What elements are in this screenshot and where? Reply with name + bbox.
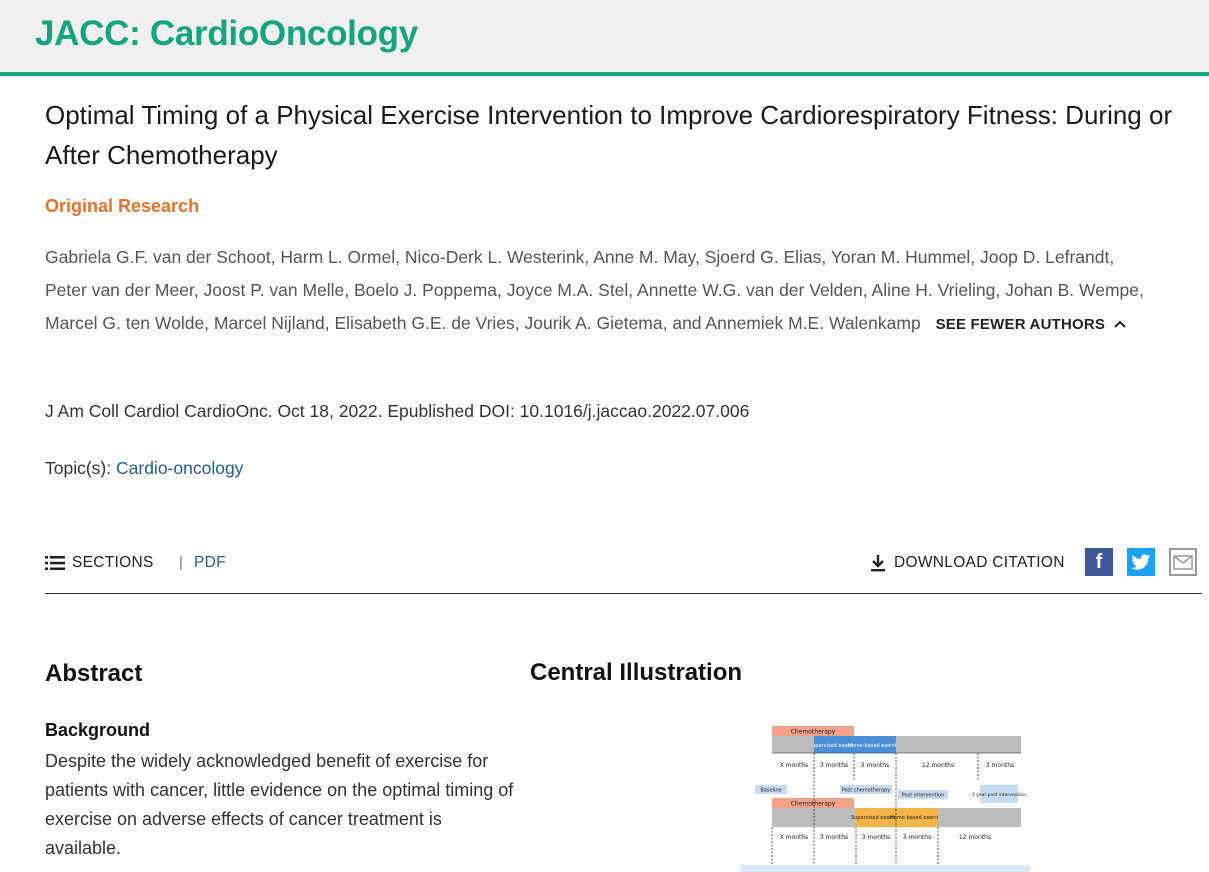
envelope-icon — [1173, 554, 1193, 570]
post-chemo-label: Post chemotherapy — [842, 788, 890, 794]
m3-1c: 3 months — [986, 762, 1014, 769]
m12-2: 12 months — [959, 834, 991, 841]
central-illustration-heading: Central Illustration — [530, 659, 743, 686]
facebook-icon: f — [1095, 550, 1103, 573]
m12-1: 12 months — [922, 762, 954, 769]
baseline-label: Baseline — [760, 788, 781, 794]
list-icon — [45, 556, 65, 570]
grey-seg-2b — [938, 808, 1021, 827]
author-list: Gabriela G.F. van der Schoot, Harm L. Or… — [45, 241, 1155, 341]
supervised-bar-1 — [814, 736, 854, 753]
abstract-heading: Abstract — [45, 660, 143, 687]
m3-1a: 3 months — [820, 762, 848, 769]
background-heading: Background — [45, 720, 151, 740]
post-intervention-label: Post intervention — [902, 793, 944, 799]
journal-title[interactable]: JACC: CardioOncology — [35, 14, 418, 53]
see-fewer-label: SEE FEWER AUTHORS — [935, 316, 1106, 333]
baseline-box — [755, 785, 787, 794]
central-illustration-figure[interactable]: Chemotherapy Supervised exercise Home-ba… — [690, 722, 1035, 872]
m3-2a: 3 months — [820, 834, 848, 841]
chevron-up-icon — [1114, 320, 1127, 328]
one-year-box — [980, 785, 1018, 803]
chart-strip — [740, 865, 1030, 872]
supervised-label-2: Supervised exercise — [851, 815, 901, 821]
facebook-share-button[interactable]: f — [1085, 548, 1113, 576]
see-fewer-authors-button[interactable]: SEE FEWER AUTHORS — [936, 316, 1128, 333]
m3-2b: 3 months — [862, 834, 890, 841]
post-chemo-box — [840, 785, 892, 794]
post-intervention-box — [898, 790, 948, 799]
toolbar-separator: | — [179, 554, 183, 571]
topics-line: Topic(s): Cardio-oncology — [45, 458, 243, 479]
home-bar-1 — [854, 736, 896, 753]
chemo-label-1: Chemotherapy — [791, 729, 836, 736]
m3-1b: 3 months — [861, 762, 889, 769]
xmonths-2: X months — [780, 834, 809, 841]
chemo-bar-1 — [772, 726, 854, 736]
twitter-icon — [1131, 553, 1151, 570]
journal-header: JACC: CardioOncology — [0, 0, 1209, 76]
download-icon — [871, 555, 885, 572]
authors-text: Gabriela G.F. van der Schoot, Harm L. Or… — [45, 247, 1144, 333]
article-toolbar: SECTIONS | PDF DOWNLOAD CITATION f — [45, 545, 1202, 594]
m3-2c: 3 months — [903, 834, 931, 841]
topic-link[interactable]: Cardio-oncology — [116, 458, 244, 478]
download-citation-button[interactable]: DOWNLOAD CITATION — [870, 554, 1065, 572]
one-year-label: 1 year post intervention — [972, 792, 1026, 798]
chemo-label-2: Chemotherapy — [791, 801, 836, 808]
article-category: Original Research — [45, 196, 200, 216]
chemo-bar-2 — [772, 798, 854, 808]
download-citation-label: DOWNLOAD CITATION — [894, 554, 1065, 571]
home-label-1: Home-based exercise — [848, 743, 902, 749]
article-title: Optimal Timing of a Physical Exercise In… — [45, 100, 1173, 170]
grey-seg-1a — [772, 736, 814, 753]
pdf-link[interactable]: PDF — [194, 554, 226, 571]
home-label-2: Home-based exercise — [890, 815, 944, 821]
supervised-label-1: Supervised exercise — [809, 743, 859, 749]
topics-label: Topic(s): — [45, 458, 112, 478]
sections-label: SECTIONS — [72, 554, 154, 571]
xmonths-1: X months — [780, 762, 809, 769]
background-text: Despite the widely acknowledged benefit … — [45, 751, 514, 858]
sections-button[interactable]: SECTIONS — [45, 554, 154, 572]
citation-line: J Am Coll Cardiol CardioOnc. Oct 18, 202… — [45, 401, 750, 421]
twitter-share-button[interactable] — [1127, 548, 1155, 576]
home-bar-2 — [896, 808, 938, 827]
supervised-bar-2 — [856, 808, 896, 827]
grey-seg-1b — [896, 736, 1021, 753]
email-share-button[interactable] — [1169, 548, 1197, 576]
